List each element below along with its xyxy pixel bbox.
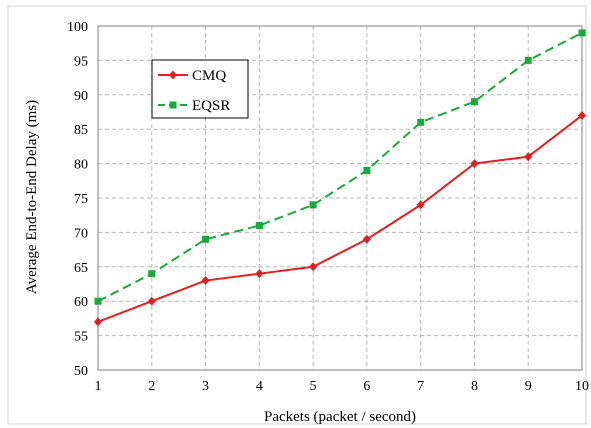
data-point bbox=[309, 262, 318, 272]
y-tick-label: 85 bbox=[74, 123, 88, 138]
series-cmq bbox=[94, 110, 586, 327]
data-point bbox=[578, 29, 586, 37]
legend-label: CMQ bbox=[192, 68, 226, 84]
data-point bbox=[148, 270, 156, 278]
y-tick-label: 65 bbox=[74, 261, 88, 276]
data-point bbox=[363, 166, 371, 174]
x-tick-label: 1 bbox=[95, 379, 102, 394]
x-tick-label: 5 bbox=[310, 379, 317, 394]
series-line-eqsr bbox=[97, 31, 583, 303]
legend-label: EQSR bbox=[192, 98, 230, 114]
tick-labels: 50 55 60 65 70 75 80 85 90 95 100 1 2 3 4 5 6 7 8 9 10 bbox=[67, 20, 589, 394]
y-tick-label: 100 bbox=[67, 20, 88, 35]
data-point bbox=[524, 56, 532, 64]
y-tick-label: 50 bbox=[74, 364, 88, 379]
legend-item-eqsr: EQSR bbox=[158, 98, 230, 114]
legend-item-cmq: CMQ bbox=[158, 68, 226, 84]
data-point bbox=[470, 159, 479, 169]
data-point bbox=[470, 98, 478, 106]
legend-box bbox=[151, 59, 249, 119]
y-tick-label: 75 bbox=[74, 192, 88, 207]
legend-marker bbox=[169, 70, 177, 80]
data-point bbox=[94, 297, 102, 305]
data-point bbox=[524, 152, 533, 162]
x-axis-title: Packets (packet / second) bbox=[264, 409, 416, 425]
x-tick-label: 4 bbox=[256, 379, 263, 394]
data-point bbox=[255, 222, 263, 230]
x-tick-label: 2 bbox=[148, 379, 155, 394]
series-line-cmq bbox=[97, 114, 583, 323]
legend: CMQ EQSR bbox=[151, 59, 249, 119]
x-tick-label: 3 bbox=[202, 379, 209, 394]
legend-marker bbox=[169, 101, 177, 109]
data-point bbox=[309, 201, 317, 209]
data-point bbox=[362, 234, 371, 244]
data-point bbox=[147, 296, 156, 306]
y-tick-label: 95 bbox=[74, 54, 88, 69]
y-tick-label: 70 bbox=[74, 226, 88, 241]
data-point bbox=[202, 235, 210, 243]
x-tick-label: 10 bbox=[575, 379, 589, 394]
x-tick-label: 8 bbox=[471, 379, 478, 394]
x-tick-label: 7 bbox=[417, 379, 424, 394]
chart-frame bbox=[7, 5, 587, 425]
y-tick-label: 80 bbox=[74, 158, 88, 173]
data-point bbox=[94, 317, 102, 327]
y-tick-label: 90 bbox=[74, 89, 88, 104]
data-point bbox=[417, 118, 425, 126]
series-lines bbox=[94, 29, 586, 327]
data-point bbox=[416, 200, 425, 210]
y-axis-title: Average End-to-End Delay (ms) bbox=[24, 100, 40, 294]
x-tick-label: 9 bbox=[525, 379, 532, 394]
y-tick-label: 60 bbox=[74, 295, 88, 310]
plot-area bbox=[97, 25, 583, 371]
data-point bbox=[255, 269, 264, 279]
data-point bbox=[578, 110, 586, 120]
y-tick-label: 55 bbox=[74, 330, 88, 345]
x-tick-label: 6 bbox=[363, 379, 370, 394]
data-point bbox=[201, 276, 210, 286]
series-eqsr bbox=[94, 29, 586, 305]
